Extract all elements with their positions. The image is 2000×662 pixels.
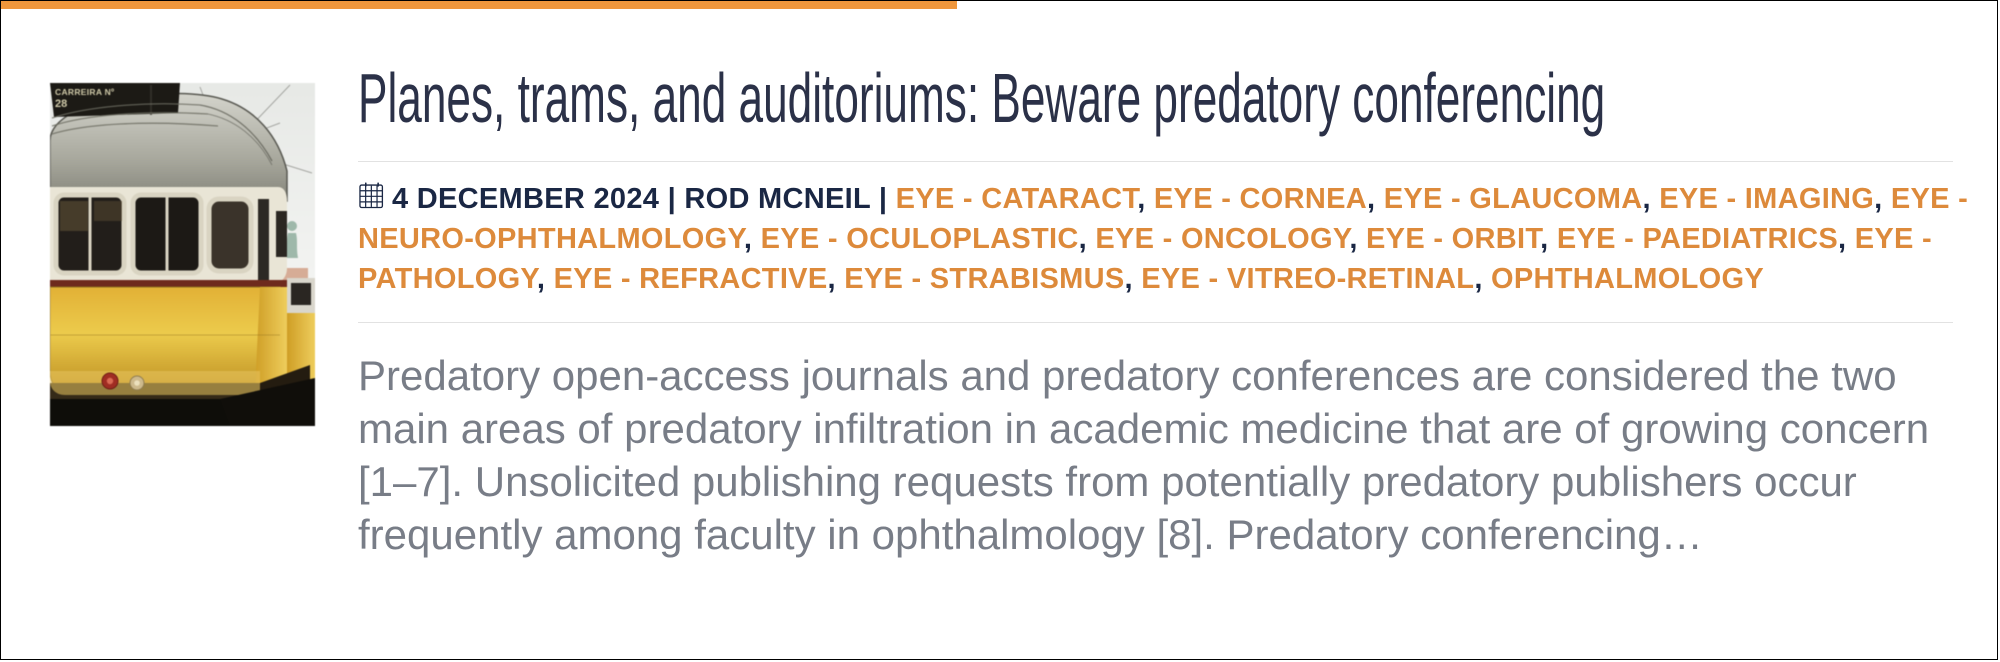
svg-text:28: 28 [55,98,67,110]
svg-text:CARREIRA Nº: CARREIRA Nº [55,87,114,97]
